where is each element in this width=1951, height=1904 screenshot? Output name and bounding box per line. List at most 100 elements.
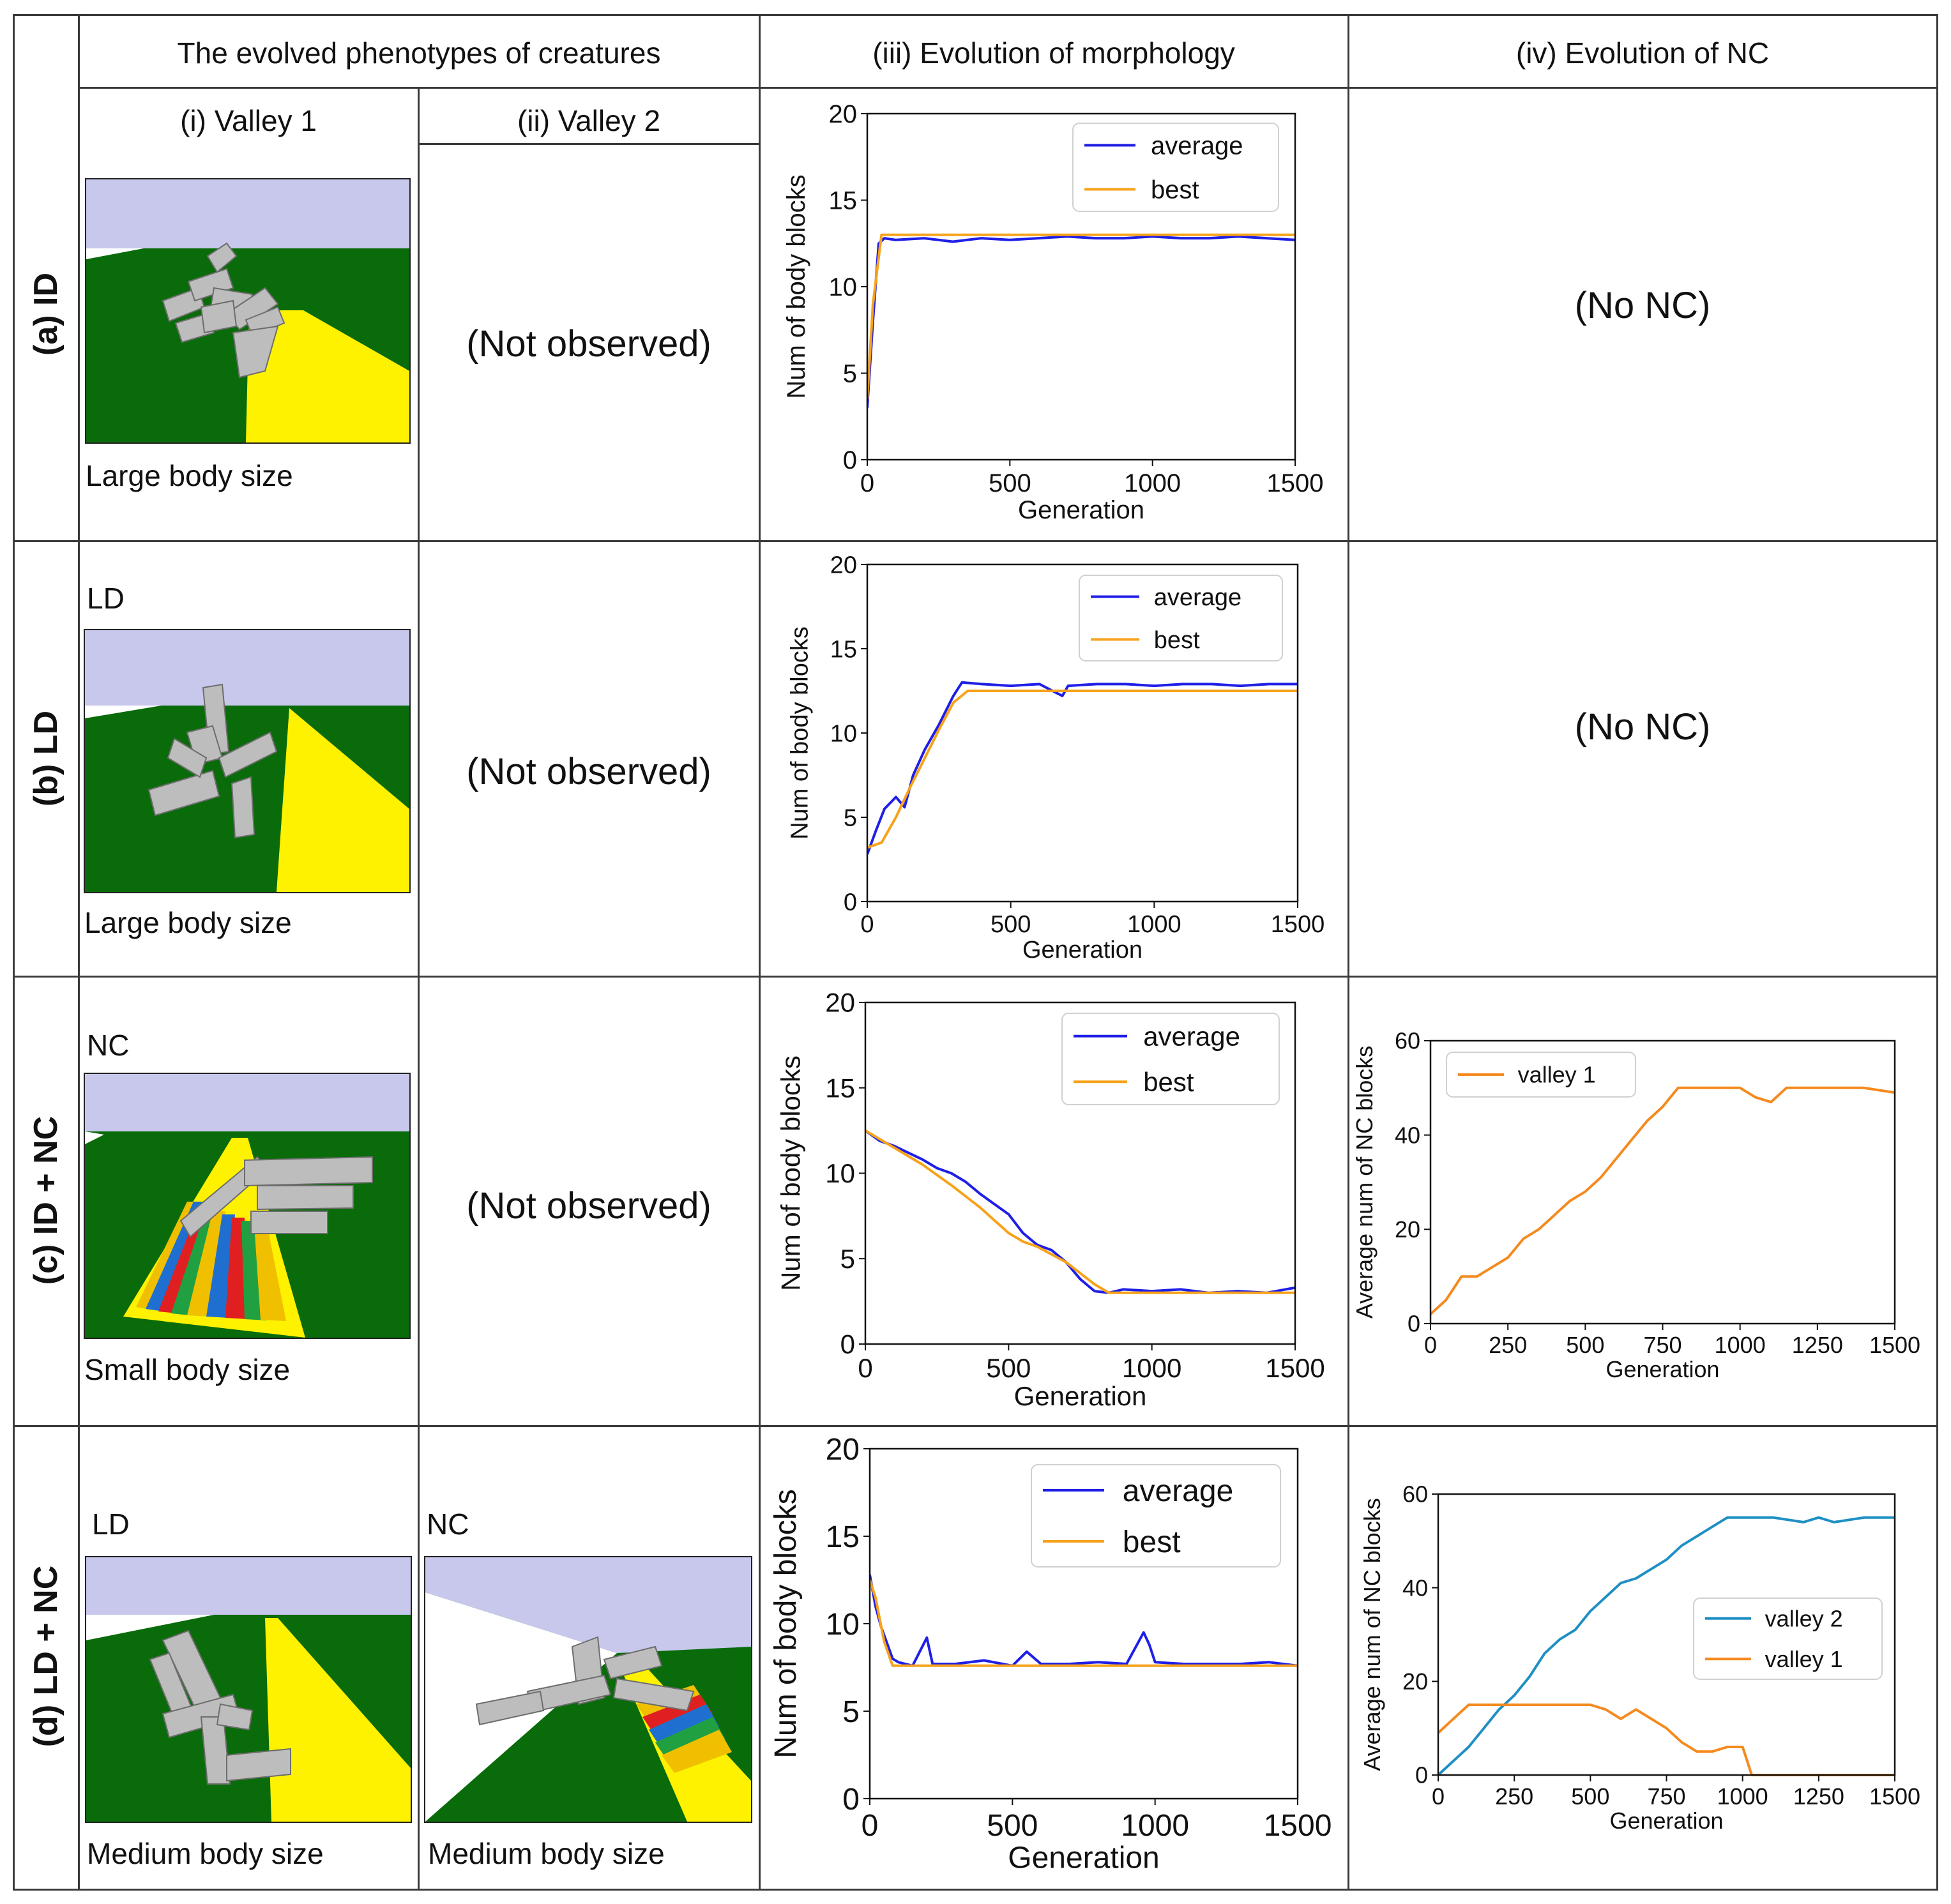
y-tick-label: 15: [829, 187, 858, 215]
y-axis-label: Average num of NC blocks: [1359, 1498, 1385, 1771]
x-axis-label: Generation: [1609, 1808, 1723, 1834]
header-valley1: (i) Valley 1: [180, 104, 317, 137]
x-tick-label: 750: [1643, 1332, 1682, 1358]
x-tick-label: 0: [1424, 1332, 1437, 1358]
y-tick-label: 20: [1402, 1668, 1428, 1695]
chart-b-morph: 0 500 1000 1500 0 5 10 15 20 Generation Num of bod…: [787, 552, 1325, 963]
x-tick-label: 1000: [1715, 1332, 1766, 1358]
series-line-best: [867, 690, 1298, 849]
x-axis-label: Generation: [1014, 1381, 1147, 1411]
x-tick-label: 1000: [1127, 911, 1181, 938]
x-tick-label: 1250: [1792, 1332, 1843, 1358]
series-line-best: [870, 1579, 1298, 1667]
header-valley2: (ii) Valley 2: [517, 104, 661, 137]
y-tick-label: 0: [844, 889, 857, 916]
chart-d-nc: 0 250 500 750 1000 1250 1500 0 20 40 60 Generation A…: [1359, 1481, 1920, 1834]
legend-label: average: [1151, 132, 1243, 160]
y-tick-label: 15: [825, 1073, 855, 1103]
x-tick-label: 1500: [1264, 1809, 1332, 1843]
legend-label: best: [1123, 1525, 1181, 1559]
x-tick-label: 250: [1495, 1783, 1533, 1810]
not-observed-c: (Not observed): [466, 1185, 711, 1227]
caption-d-valley2: Medium body size: [428, 1837, 665, 1870]
sky: [86, 179, 409, 248]
y-tick-label: 15: [826, 1520, 860, 1554]
x-tick-label: 0: [858, 1353, 872, 1383]
y-tick-label: 0: [1408, 1311, 1420, 1337]
tag-c-valley1: NC: [87, 1029, 130, 1062]
y-tick-label: 10: [829, 273, 858, 301]
caption-c-valley1: Small body size: [84, 1353, 291, 1386]
series-line-average: [865, 1129, 1295, 1294]
creature-render-c: [84, 1073, 411, 1339]
yellow-path: [246, 310, 409, 442]
y-tick-label: 40: [1395, 1122, 1420, 1148]
tag-b-valley1: LD: [87, 582, 125, 615]
x-axis-label: Generation: [1008, 1841, 1160, 1875]
y-tick-label: 0: [843, 446, 857, 474]
y-axis-label: Num of body blocks: [769, 1489, 803, 1758]
y-tick-label: 20: [826, 1433, 860, 1467]
tag-d-valley1: LD: [92, 1507, 130, 1541]
chart-d-morph: 0 500 1000 1500 0 5 10 15 20 Generation Num of bod…: [769, 1433, 1332, 1875]
x-tick-label: 1500: [1267, 469, 1324, 497]
tag-d-valley2: NC: [427, 1507, 469, 1541]
legend-label: valley 1: [1518, 1062, 1596, 1088]
creature-render-b: [84, 629, 411, 893]
x-tick-label: 1500: [1265, 1353, 1325, 1383]
creature-render-a: [85, 178, 411, 444]
x-tick-label: 1500: [1869, 1783, 1920, 1810]
series-line-valley-1: [1438, 1704, 1895, 1776]
y-tick-label: 40: [1402, 1575, 1428, 1601]
x-tick-label: 500: [1566, 1332, 1604, 1358]
y-tick-label: 20: [830, 552, 857, 578]
creature-render-d-valley1: [85, 1556, 412, 1823]
x-tick-label: 1000: [1121, 1809, 1189, 1843]
x-tick-label: 500: [991, 911, 1031, 938]
y-tick-label: 20: [825, 988, 855, 1018]
x-tick-label: 1500: [1869, 1332, 1920, 1358]
caption-d-valley1: Medium body size: [87, 1837, 324, 1870]
y-tick-label: 20: [829, 100, 858, 128]
x-tick-label: 0: [862, 1809, 879, 1843]
series-line-best: [867, 233, 1295, 400]
series-line-average: [870, 1574, 1298, 1667]
x-tick-label: 250: [1489, 1332, 1527, 1358]
y-tick-label: 0: [840, 1329, 855, 1359]
series-line-valley-1: [1431, 1086, 1895, 1315]
legend-label: average: [1143, 1021, 1240, 1051]
y-tick-label: 5: [844, 805, 857, 831]
creature-render-d-valley2: [424, 1556, 752, 1823]
legend-box: [1446, 1052, 1636, 1098]
creature-blocks: [162, 242, 285, 379]
x-tick-label: 1500: [1271, 911, 1325, 938]
y-tick-label: 10: [830, 720, 857, 747]
not-observed-a: (Not observed): [466, 323, 711, 365]
y-tick-label: 5: [842, 1695, 860, 1729]
y-tick-label: 0: [842, 1783, 860, 1817]
legend-label: best: [1143, 1067, 1194, 1097]
series-line-average: [867, 235, 1295, 408]
y-tick-label: 20: [1395, 1216, 1420, 1243]
x-tick-label: 1000: [1124, 469, 1181, 497]
y-tick-label: 5: [843, 360, 857, 388]
series-line-average: [867, 681, 1298, 855]
x-tick-label: 750: [1647, 1783, 1685, 1810]
no-nc-b: (No NC): [1574, 706, 1711, 748]
legend-label: best: [1154, 627, 1200, 654]
x-tick-label: 1000: [1122, 1353, 1181, 1383]
chart-c-morph: 0 500 1000 1500 0 5 10 15 20 Generation Num of bod…: [776, 988, 1325, 1411]
chart-c-nc: 0 250 500 750 1000 1250 1500 0 20 40 60 Generation A…: [1351, 1028, 1920, 1382]
x-tick-label: 500: [989, 469, 1031, 497]
x-tick-label: 500: [986, 1353, 1031, 1383]
y-tick-label: 60: [1395, 1028, 1420, 1054]
y-axis-label: Average num of NC blocks: [1351, 1046, 1378, 1319]
legend-label: average: [1154, 584, 1241, 611]
y-tick-label: 5: [840, 1244, 855, 1274]
legend-label: best: [1151, 176, 1199, 204]
x-tick-label: 1250: [1793, 1783, 1844, 1810]
x-tick-label: 500: [987, 1809, 1038, 1843]
header-nc: (iv) Evolution of NC: [1515, 36, 1770, 70]
y-axis-label: Num of body blocks: [787, 626, 814, 840]
